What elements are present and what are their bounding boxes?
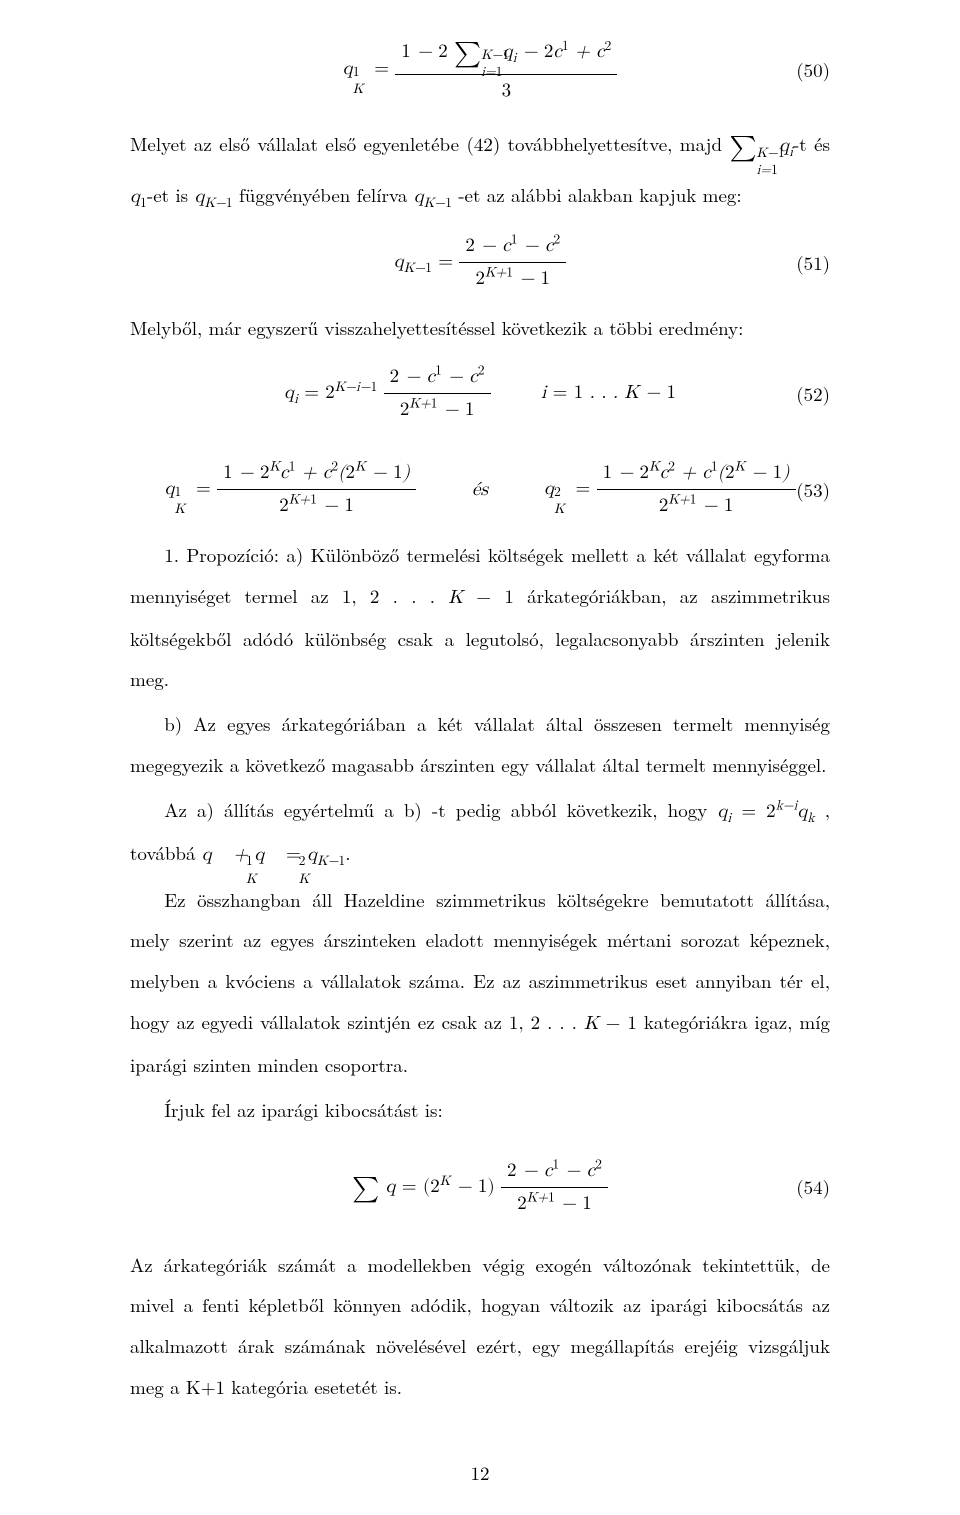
page: q1K = 1 − 2 ∑K−1i=1 qi − 2c1 + c2 3 (50)… xyxy=(0,0,960,1515)
para-prop-a: 1. Propozíció: a) Különböző termelési kö… xyxy=(130,535,830,700)
equation-52: qi = 2K−i−1 2 − c1 − c2 2K+1 − 1 i = 1 .… xyxy=(130,363,830,425)
eqnum-53: (53) xyxy=(796,476,830,505)
page-number: 12 xyxy=(0,1459,960,1488)
para-after-51: Melyből, már egyszerű visszahelyettesíté… xyxy=(130,308,830,349)
eqnum-52: (52) xyxy=(796,380,830,409)
para-final: Az árkategóriák számát a modellekben vég… xyxy=(130,1245,830,1408)
eqnum-54: (54) xyxy=(796,1173,830,1202)
equation-53: q1K = 1 − 2Kc1 + c2(2K − 1) 2K+1 − 1 és … xyxy=(130,459,830,521)
eqnum-51: (51) xyxy=(796,249,830,278)
equation-51: qK−1 = 2 − c1 − c2 2K+1 − 1 (51) xyxy=(130,232,830,294)
equation-50: q1K = 1 − 2 ∑K−1i=1 qi − 2c1 + c2 3 (50) xyxy=(130,34,830,106)
para-prop-proof: Az a) állítás egyértelmű a b) -t pedig a… xyxy=(130,790,830,876)
equation-54: ∑ q = (2K − 1) 2 − c1 − c2 2K+1 − 1 (54) xyxy=(130,1157,830,1219)
para-after-50: Melyet az első vállalat első egyenletébe… xyxy=(130,120,830,218)
para-prop-b: b) Az egyes árkategóriában a két vállala… xyxy=(130,704,830,786)
eq53-connector: és xyxy=(472,476,488,505)
eqnum-50: (50) xyxy=(796,56,830,85)
para-hazeldine: Ez összhangban áll Hazeldine szimmetriku… xyxy=(130,880,830,1086)
para-write-industry: Írjuk fel az iparági kibocsátást is: xyxy=(130,1090,830,1131)
